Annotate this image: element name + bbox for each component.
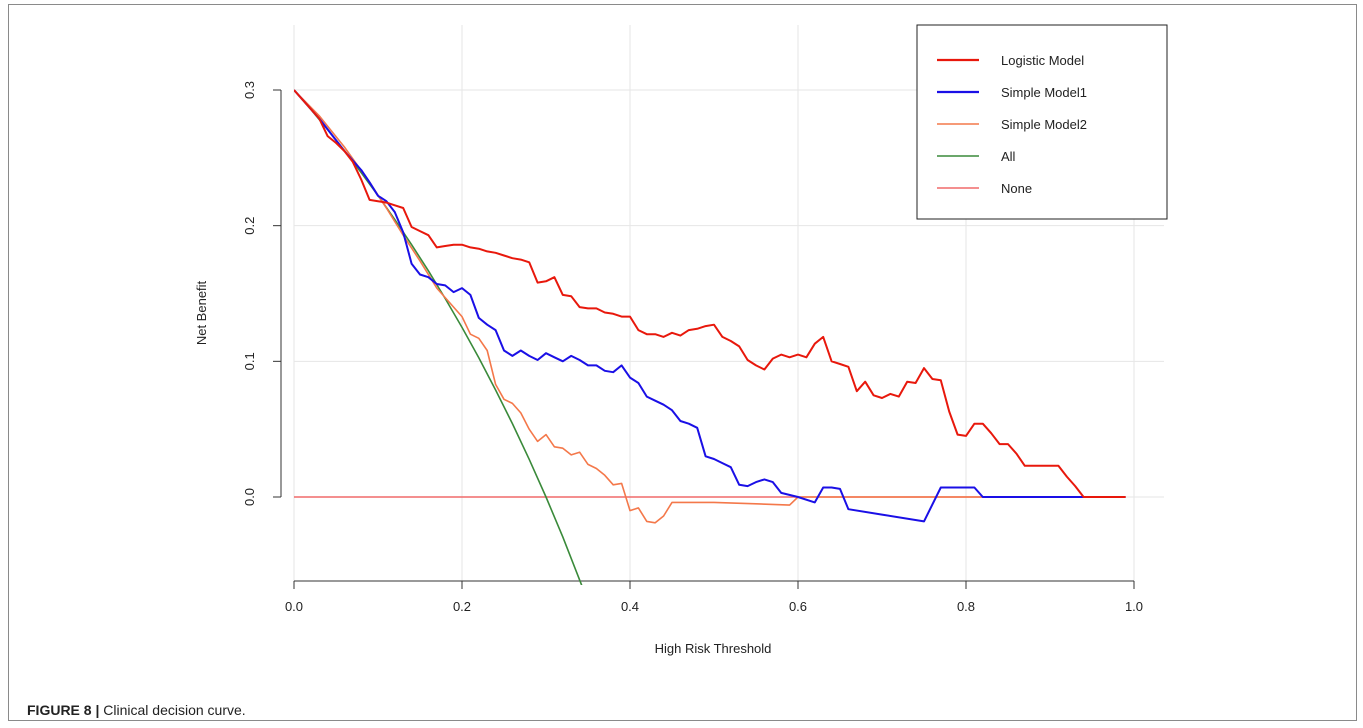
- figure-frame: 0.0 0.2 0.4 0.6 0.8 1.0 0.0 0.1 0.2 0.3 Logistic …: [8, 4, 1357, 721]
- figure-caption: FIGURE 8 | Clinical decision curve.: [27, 702, 246, 718]
- series-line-simple-model2: [294, 89, 1126, 524]
- legend-box: [916, 24, 1168, 220]
- legend-label-simple-model2: Simple Model2: [1001, 117, 1087, 132]
- legend-label-logistic-model: Logistic Model: [1001, 53, 1084, 68]
- figure-caption-text: Clinical decision curve.: [99, 702, 246, 718]
- x-tick-label: 0.6: [789, 599, 807, 614]
- legend-label-none: None: [1001, 181, 1032, 196]
- y-tick-label: 0.1: [242, 352, 257, 370]
- x-tick-label: 0.4: [621, 599, 639, 614]
- legend-label-all: All: [1001, 149, 1016, 164]
- axes: 0.0 0.2 0.4 0.6 0.8 1.0 0.0 0.1 0.2 0.3: [242, 81, 1143, 614]
- decision-curve-chart: 0.0 0.2 0.4 0.6 0.8 1.0 0.0 0.1 0.2 0.3 Logistic …: [194, 24, 1168, 656]
- series-lines: [294, 89, 1126, 585]
- x-tick-label: 0.8: [957, 599, 975, 614]
- x-tick-label: 0.2: [453, 599, 471, 614]
- x-tick-label: 0.0: [285, 599, 303, 614]
- chart-area: 0.0 0.2 0.4 0.6 0.8 1.0 0.0 0.1 0.2 0.3 Logistic …: [9, 5, 1356, 675]
- x-axis-label: High Risk Threshold: [655, 641, 772, 656]
- y-tick-label: 0.3: [242, 81, 257, 99]
- y-tick-label: 0.0: [242, 488, 257, 506]
- y-tick-label: 0.2: [242, 217, 257, 235]
- x-tick-label: 1.0: [1125, 599, 1143, 614]
- series-line-logistic-model: [294, 89, 1126, 498]
- legend-label-simple-model1: Simple Model1: [1001, 85, 1087, 100]
- figure-caption-label: FIGURE 8 |: [27, 702, 100, 718]
- series-line-simple-model1: [294, 89, 1126, 523]
- y-axis-label: Net Benefit: [194, 280, 209, 345]
- series-line-all: [294, 89, 583, 585]
- legend: Logistic Model Simple Model1 Simple Model2…: [916, 24, 1168, 220]
